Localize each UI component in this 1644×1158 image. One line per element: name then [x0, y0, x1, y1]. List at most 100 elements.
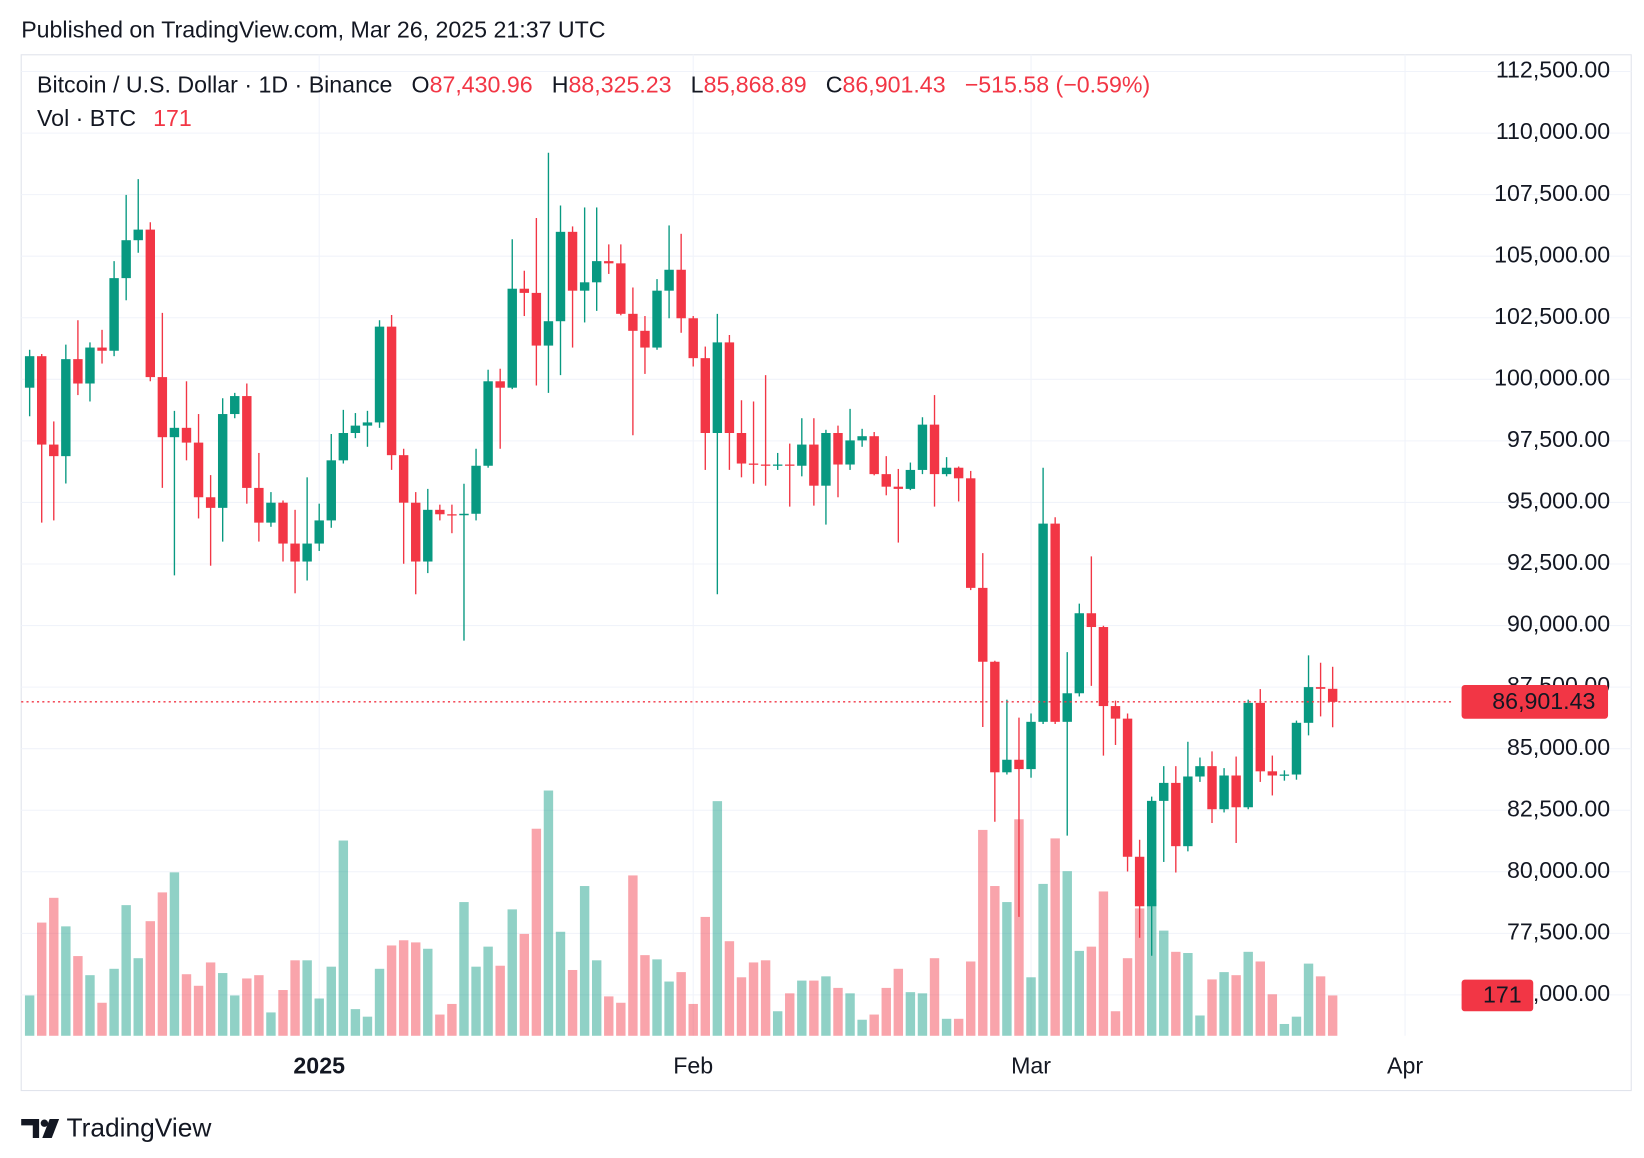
volume-bar [193, 985, 204, 1036]
volume-bar [49, 897, 59, 1036]
candle-body [1050, 523, 1060, 722]
candle-body [1122, 718, 1133, 857]
candle-body [1291, 722, 1302, 775]
volume-bar [821, 976, 831, 1036]
candle-body [1074, 613, 1085, 694]
x-tick-label: Apr [1387, 1053, 1423, 1079]
candle-body [1255, 702, 1265, 772]
candle-body [205, 497, 216, 508]
volume-bar [797, 980, 807, 1036]
volume-bar [338, 840, 349, 1036]
y-tick-label: 97,500.00 [1507, 426, 1610, 452]
candle-body [724, 342, 735, 434]
volume-bar [893, 968, 904, 1036]
volume-bar [230, 995, 240, 1036]
candle-body [1159, 782, 1169, 801]
volume-bar [1231, 975, 1241, 1036]
volume-bar [881, 987, 891, 1036]
volume-bar [133, 958, 143, 1036]
candle-body [1146, 800, 1157, 907]
volume-bar [1062, 871, 1072, 1036]
candle-body [230, 396, 240, 415]
published-note: Published on TradingView.com, Mar 26, 20… [21, 17, 605, 43]
legend-key: H [552, 72, 569, 98]
x-tick-label: Feb [673, 1053, 713, 1079]
volume-bar [181, 974, 192, 1036]
volume-badge [1461, 979, 1534, 1012]
volume-bar [857, 1019, 867, 1036]
candle-body [567, 231, 578, 291]
volume-bar [1146, 889, 1157, 1036]
volume-bar [314, 998, 324, 1036]
candle-body [193, 442, 204, 498]
candle-body [869, 436, 879, 475]
candle-body [833, 433, 843, 465]
candle-body [905, 469, 916, 489]
candle-body [676, 269, 686, 319]
volume-bar [1050, 838, 1060, 1036]
volume-bar [652, 959, 662, 1036]
volume-bar [1159, 930, 1169, 1036]
volume-bar [604, 996, 614, 1036]
candle-body [531, 292, 542, 346]
candle-body [736, 433, 747, 464]
volume-bar [242, 978, 252, 1036]
change-label: −515.58 (−0.59%) [965, 72, 1151, 98]
volume-bar [495, 965, 505, 1036]
candle-body [314, 520, 324, 544]
candle-body [688, 318, 698, 359]
volume-bar [616, 1002, 626, 1036]
candle-layer [24, 152, 1338, 956]
volume-bar [1267, 994, 1278, 1036]
volume-bar [217, 973, 228, 1036]
candle-body [845, 440, 855, 465]
volume-bar [591, 960, 602, 1036]
volume-bar [266, 1012, 276, 1036]
candle-body [893, 486, 904, 489]
y-tick-label: 90,000.00 [1507, 611, 1610, 637]
volume-value: 171 [153, 105, 192, 131]
grid-layer [21, 54, 1632, 1036]
candle-body [543, 321, 554, 346]
volume-bar [748, 962, 759, 1036]
volume-bar [24, 995, 35, 1036]
volume-bar [1026, 977, 1036, 1036]
candle-body [1231, 775, 1241, 808]
y-tick-label: 95,000.00 [1507, 488, 1610, 514]
volume-bar [169, 872, 180, 1036]
candle-body [990, 661, 1000, 773]
candle-body [1098, 627, 1109, 707]
candle-body [652, 290, 662, 348]
candle-body [459, 513, 469, 516]
volume-bar [398, 940, 409, 1036]
volume-bar [1134, 908, 1145, 1036]
volume-bar [628, 875, 638, 1036]
volume-bar [1098, 891, 1109, 1036]
candle-body [640, 330, 650, 348]
candle-body [1110, 706, 1121, 719]
volume-bar [507, 909, 517, 1036]
candle-body [97, 347, 107, 351]
candle-body [133, 229, 143, 241]
volume-bar [1086, 946, 1097, 1036]
candle-body [302, 543, 312, 562]
candle-body [290, 543, 300, 562]
candle-body [73, 359, 83, 384]
candle-body [857, 436, 867, 441]
candle-body [797, 444, 807, 466]
candle-body [1195, 766, 1205, 777]
volume-bar [1303, 963, 1314, 1036]
candle-body [604, 261, 614, 264]
volume-bar [386, 945, 397, 1036]
legend-value: 85,868.89 [704, 72, 807, 98]
candle-body [278, 502, 288, 544]
volume-legend: Vol · BTC 171 [37, 105, 192, 131]
volume-badge-label: 171 [1483, 982, 1522, 1008]
volume-bar [978, 829, 988, 1036]
volume-bar [61, 926, 71, 1036]
candle-body [217, 414, 228, 508]
logo-dot [40, 1119, 49, 1127]
candle-body [978, 587, 988, 662]
candle-body [326, 460, 336, 521]
volume-bar [905, 992, 916, 1036]
